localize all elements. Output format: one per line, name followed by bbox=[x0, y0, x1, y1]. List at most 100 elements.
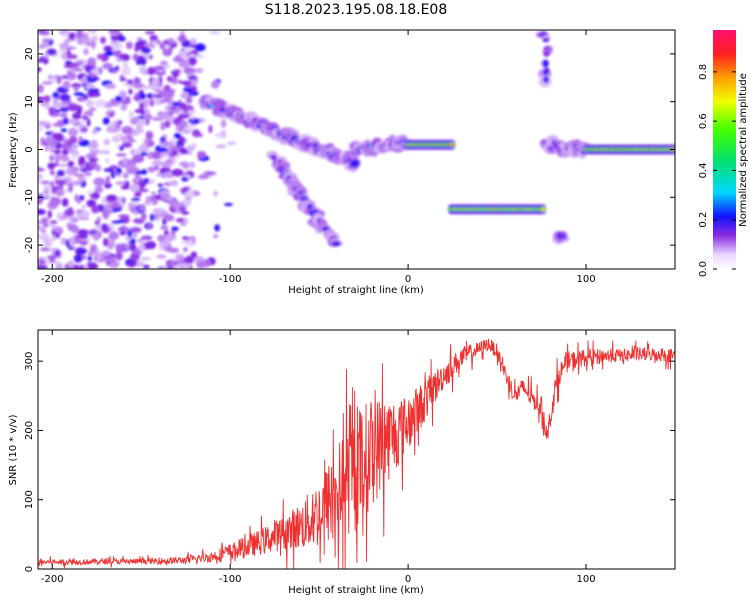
spectrogram-feature-0 bbox=[87, 262, 99, 269]
spectrogram-feature-0 bbox=[40, 217, 50, 222]
spectrogram-feature-0 bbox=[184, 190, 195, 199]
spectrogram-feature-0 bbox=[114, 66, 119, 71]
spectrogram-feature-0 bbox=[122, 157, 129, 166]
spectrogram-feature-0 bbox=[138, 144, 150, 153]
spectrogram-feature-0 bbox=[101, 250, 111, 257]
spectrogram-feature-0 bbox=[167, 265, 173, 269]
spectrogram-feature-0 bbox=[89, 244, 98, 253]
spectrogram-feature-0 bbox=[90, 40, 96, 50]
spectrogram-feature-0 bbox=[129, 243, 137, 251]
spectrogram-feature-0 bbox=[113, 172, 122, 176]
spectrogram-feature-0 bbox=[132, 96, 143, 100]
spectrogram-feature-0 bbox=[154, 94, 159, 98]
spectrogram-feature-0 bbox=[196, 150, 207, 159]
spectrogram-feature-0 bbox=[58, 49, 65, 53]
spectrogram-feature-0 bbox=[163, 84, 171, 92]
spectrogram-feature-0 bbox=[140, 257, 152, 261]
spectrogram-feature-0 bbox=[73, 92, 84, 96]
spectrogram-feature-0 bbox=[121, 142, 133, 148]
spectrogram-feature-0 bbox=[138, 243, 145, 252]
spectrogram-feature-0 bbox=[42, 192, 52, 198]
spectrogram-feature-0 bbox=[72, 227, 80, 232]
colorbar-tick-label: 0.6 bbox=[698, 113, 709, 129]
spectrogram-feature-0 bbox=[137, 119, 147, 126]
spectrogram-feature-0 bbox=[178, 34, 187, 43]
spectrogram-feature-0 bbox=[94, 99, 107, 108]
spectrogram-feature-0 bbox=[70, 242, 76, 248]
spectrogram-feature-0 bbox=[38, 125, 44, 132]
spectrogram-feature-0 bbox=[214, 133, 224, 138]
spectrogram-feature-0 bbox=[107, 242, 114, 250]
spectrogram-feature-0 bbox=[46, 48, 57, 56]
spectrogram-feature-0 bbox=[177, 143, 183, 149]
spectrogram-feature-0 bbox=[49, 77, 58, 83]
spectrogram-feature-0 bbox=[189, 161, 196, 169]
spectrogram-feature-0 bbox=[120, 135, 128, 143]
snr-panel: -200 -100 0 100 0 100 200 300 Height of straigh… bbox=[8, 329, 676, 596]
spectrogram-feature-0 bbox=[141, 85, 150, 90]
spectrogram-feature-0 bbox=[190, 116, 195, 121]
spectrogram-feature-0 bbox=[40, 136, 45, 146]
spectrogram-feature-0 bbox=[104, 182, 112, 189]
spectrogram-feature-0 bbox=[52, 190, 65, 196]
spectrogram-feature-0 bbox=[78, 195, 85, 201]
spectrogram-feature-0 bbox=[183, 247, 188, 253]
spectrogram-feature-0 bbox=[56, 169, 66, 177]
spectrogram-feature-0 bbox=[161, 141, 169, 145]
spectrogram-feature-0 bbox=[163, 44, 171, 49]
spectrogram-feature-0 bbox=[51, 235, 57, 242]
spectrogram-feature-0 bbox=[90, 35, 99, 42]
spectrogram-feature-0 bbox=[116, 219, 125, 223]
spectrogram-feature-0 bbox=[132, 218, 144, 224]
spectrogram-feature-0 bbox=[67, 184, 73, 193]
spectrogram-feature-2 bbox=[331, 240, 341, 247]
spectrogram-feature-0 bbox=[149, 34, 158, 41]
spectrogram-feature-0 bbox=[153, 66, 166, 70]
spectrogram-feature-0 bbox=[62, 117, 69, 125]
spectrogram-feature-0 bbox=[116, 245, 123, 254]
spectrogram-feature-0 bbox=[213, 190, 218, 197]
spectrogram-feature-0 bbox=[187, 56, 197, 66]
spectrogram-feature-0 bbox=[151, 77, 160, 87]
spectrogram-feature-0 bbox=[162, 49, 173, 57]
y-tick-label: 0 bbox=[24, 146, 35, 152]
spectrogram-feature-0 bbox=[43, 95, 51, 103]
spectrogram-feature-0 bbox=[91, 128, 99, 135]
spectrogram-feature-0 bbox=[137, 37, 143, 42]
spectrogram-feature-0 bbox=[93, 233, 100, 241]
spectrogram-feature-0 bbox=[108, 231, 120, 241]
spectrogram-feature-0 bbox=[100, 36, 106, 44]
spectrogram-feature-0 bbox=[151, 150, 162, 160]
spectrogram-feature-0 bbox=[91, 204, 100, 214]
spectrogram-feature-0 bbox=[144, 114, 153, 121]
spectrogram-feature-0 bbox=[67, 103, 79, 112]
spectrogram-feature-0 bbox=[121, 125, 133, 135]
spectrogram-feature-0 bbox=[40, 228, 47, 233]
spectrogram-feature-0 bbox=[135, 148, 142, 156]
spectrogram-feature-0 bbox=[169, 89, 176, 94]
spectrogram-feature-0 bbox=[105, 194, 118, 202]
spectrogram-feature-0 bbox=[110, 69, 117, 74]
spectrogram-feature-0 bbox=[181, 91, 189, 97]
spectrogram-feature-0 bbox=[102, 62, 113, 70]
x-tick-label: -200 bbox=[41, 574, 64, 585]
spectrogram-feature-0 bbox=[167, 38, 175, 44]
spectrogram-feature-0 bbox=[49, 169, 55, 176]
spectrogram-feature-0 bbox=[73, 86, 80, 92]
spectrogram-feature-0 bbox=[59, 105, 69, 113]
spectrogram-feature-0 bbox=[171, 150, 179, 156]
spectrogram-feature-0 bbox=[44, 124, 51, 129]
spectrogram-feature-0 bbox=[87, 255, 93, 261]
spectrogram-feature-0 bbox=[53, 226, 63, 233]
spectrogram-feature-0 bbox=[67, 71, 77, 81]
spectrogram-feature-0 bbox=[177, 255, 184, 260]
spectrogram-feature-0 bbox=[224, 202, 233, 207]
spectrogram-feature-0 bbox=[160, 193, 171, 200]
spectrogram-feature-0 bbox=[160, 93, 172, 98]
spectrogram-feature-0 bbox=[136, 238, 144, 243]
spectrogram-feature-0 bbox=[38, 260, 46, 264]
spectrogram-feature-0 bbox=[125, 41, 133, 50]
spectrogram-feature-0 bbox=[60, 128, 68, 133]
spectrogram-feature-0 bbox=[68, 118, 79, 125]
